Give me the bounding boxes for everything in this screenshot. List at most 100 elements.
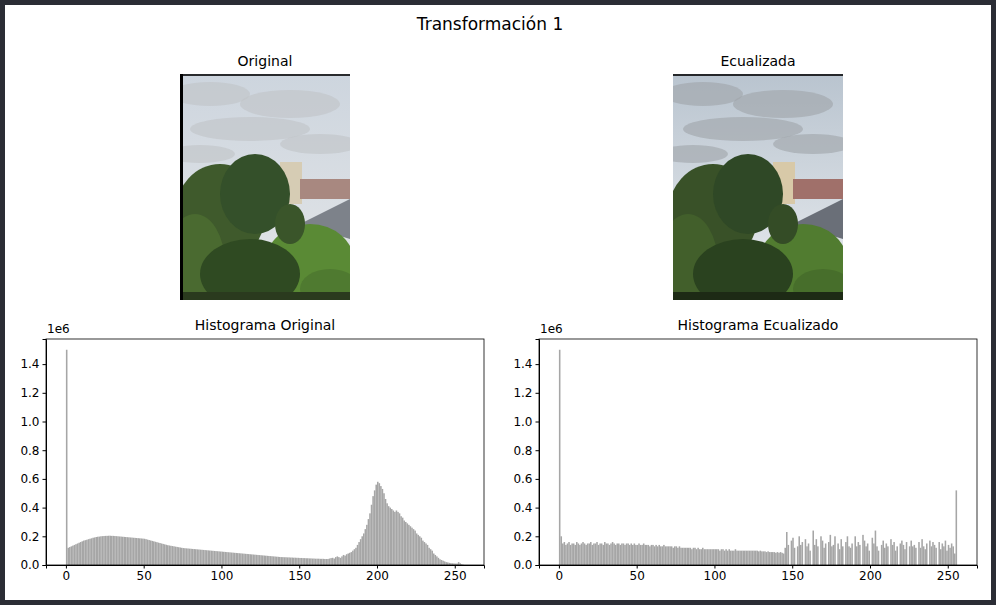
x-tick: 150 bbox=[288, 565, 311, 583]
histogram-bar bbox=[735, 549, 737, 565]
y-tick-label: 1.4 bbox=[513, 357, 532, 371]
cloud bbox=[240, 90, 340, 118]
histogram-bar bbox=[767, 551, 769, 565]
histogram-bar bbox=[295, 558, 297, 565]
x-tick: 0 bbox=[63, 565, 71, 583]
histogram-bar bbox=[91, 538, 93, 565]
histogram-bar bbox=[293, 558, 295, 565]
histogram-bar bbox=[324, 559, 326, 565]
histogram-bar bbox=[742, 551, 744, 565]
histogram-bar bbox=[268, 556, 270, 565]
histogram-bar bbox=[842, 546, 844, 565]
histogram-bar bbox=[119, 536, 121, 565]
histogram-bar bbox=[839, 549, 841, 565]
histogram-bar bbox=[599, 543, 601, 565]
histogram-bar bbox=[837, 543, 839, 565]
histogram-bar bbox=[330, 558, 332, 565]
histogram-bar bbox=[616, 543, 618, 565]
histogram-bar bbox=[189, 549, 191, 565]
histogram-bar bbox=[128, 537, 130, 565]
histogram-bar bbox=[666, 546, 668, 565]
histogram-bar bbox=[864, 541, 866, 565]
histogram-bar bbox=[114, 536, 116, 565]
histogram-bar bbox=[304, 558, 306, 565]
histogram-bar bbox=[220, 552, 222, 565]
y-tick-mark bbox=[536, 536, 540, 537]
histogram-bar bbox=[408, 525, 410, 565]
x-tick-label: 0 bbox=[63, 569, 71, 583]
photo bbox=[673, 74, 843, 300]
histogram-bar bbox=[116, 536, 118, 565]
y-offset-text: 1e6 bbox=[47, 322, 70, 336]
histogram-bar bbox=[239, 553, 241, 565]
histogram-bar bbox=[372, 496, 374, 565]
histogram-bar bbox=[938, 542, 940, 565]
photo-border bbox=[180, 74, 350, 76]
histogram-bar bbox=[413, 529, 415, 565]
rooftops bbox=[793, 179, 843, 199]
histogram-bar bbox=[781, 553, 783, 565]
histogram-bar bbox=[103, 536, 105, 565]
histogram-bar bbox=[809, 551, 811, 565]
histogram-bar bbox=[945, 541, 947, 565]
histogram-bar bbox=[176, 547, 178, 565]
histogram-bar bbox=[749, 551, 751, 565]
histogram-bar bbox=[425, 543, 427, 565]
histogram-bar bbox=[155, 542, 157, 565]
histogram-bar bbox=[431, 551, 433, 565]
histogram-bar bbox=[942, 543, 944, 565]
histogram-bar bbox=[559, 350, 561, 565]
histogram-bar bbox=[419, 536, 421, 565]
histogram-bar bbox=[918, 542, 920, 565]
histogram-bar bbox=[158, 543, 160, 565]
histogram-bar bbox=[707, 549, 709, 565]
histogram-bar bbox=[708, 549, 710, 565]
histogram-bar bbox=[405, 522, 407, 565]
histogram-bar bbox=[912, 546, 914, 565]
histogram-bar bbox=[654, 546, 656, 565]
y-tick-label: 1.4 bbox=[20, 357, 39, 371]
histogram-bar bbox=[677, 548, 679, 565]
histogram-bar bbox=[223, 552, 225, 565]
histogram-bar bbox=[690, 548, 692, 565]
histogram-bar bbox=[752, 551, 754, 565]
histogram-bar bbox=[697, 548, 699, 565]
histogram-bar bbox=[256, 555, 258, 565]
histogram-bar bbox=[760, 551, 762, 565]
histogram-bar bbox=[718, 549, 720, 565]
histogram-bar bbox=[284, 557, 286, 565]
histogram-bar bbox=[840, 539, 842, 565]
histogram-bar bbox=[184, 548, 186, 565]
cloud bbox=[673, 82, 743, 106]
histogram-bar bbox=[134, 538, 136, 565]
histogram-bar bbox=[632, 545, 634, 565]
histogram-bar bbox=[952, 546, 954, 565]
y-tick-mark bbox=[536, 450, 540, 451]
histogram-bar bbox=[607, 543, 609, 565]
histogram-bar bbox=[658, 545, 660, 565]
histogram-bar bbox=[254, 555, 256, 565]
histogram-bar bbox=[949, 548, 951, 565]
y-tick-label: 0.8 bbox=[513, 444, 532, 458]
histogram-bar bbox=[344, 556, 346, 565]
histogram-bar bbox=[380, 486, 382, 565]
histogram-bar bbox=[181, 548, 183, 565]
histogram-bar bbox=[649, 546, 651, 565]
y-tick-mark bbox=[43, 479, 47, 480]
histogram-bar bbox=[727, 551, 729, 565]
histogram-bar bbox=[816, 539, 818, 565]
figure: Transformación 1OriginalEcualizada050100… bbox=[0, 0, 996, 605]
histogram-bar bbox=[313, 559, 315, 565]
histogram-bar bbox=[574, 545, 576, 565]
histogram-bar bbox=[772, 552, 774, 565]
histogram-bar bbox=[301, 558, 303, 565]
histogram-bar bbox=[147, 540, 149, 565]
y-tick: 0.8 bbox=[20, 444, 46, 458]
histogram-bar bbox=[926, 543, 928, 565]
histogram-bar bbox=[682, 548, 684, 565]
histogram-bar bbox=[665, 546, 667, 565]
histogram-bar bbox=[77, 543, 79, 565]
histogram-bar bbox=[251, 554, 253, 565]
histogram-bar bbox=[651, 545, 653, 565]
histogram-bar bbox=[704, 549, 706, 565]
